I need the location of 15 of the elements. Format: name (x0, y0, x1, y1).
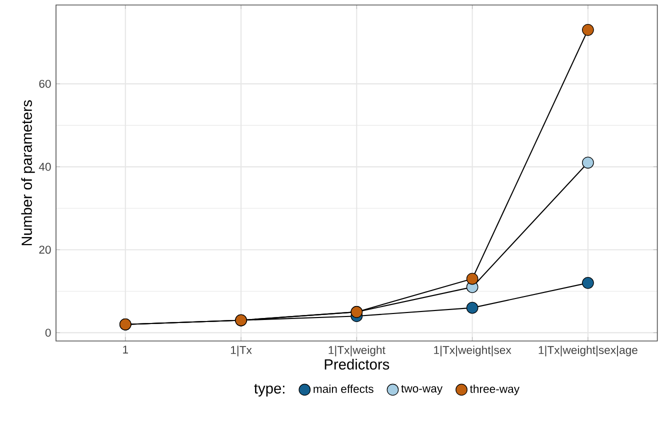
x-tick-label: 1 (123, 346, 128, 354)
legend-title: type: (254, 384, 284, 396)
legend-label: three-way (470, 384, 520, 396)
x-tick-label: 1|Tx|weight (328, 346, 386, 356)
x-tick-label: 1|Tx (230, 346, 252, 356)
legend-label: two-way (401, 385, 443, 395)
legend-label: main effects (314, 384, 374, 393)
y-axis-title: Number of parameters (21, 100, 35, 246)
y-tick-label: 0 (45, 328, 51, 337)
x-tick-label: 1|Tx|weight|sex|age (538, 346, 638, 356)
x-axis-title: Predictors (324, 358, 390, 370)
y-tick-label: 60 (39, 80, 51, 88)
y-tick-label: 20 (39, 246, 51, 254)
y-tick-label: 40 (38, 162, 51, 171)
x-tick-label: 1|Tx|weight|sex (434, 346, 512, 356)
